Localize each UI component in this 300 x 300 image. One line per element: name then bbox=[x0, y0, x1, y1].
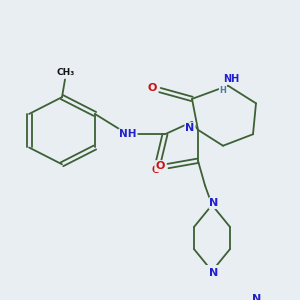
Text: N: N bbox=[252, 294, 262, 300]
Text: NH: NH bbox=[223, 74, 239, 84]
Text: O: O bbox=[147, 83, 157, 93]
Text: N: N bbox=[209, 268, 219, 278]
Text: N: N bbox=[209, 198, 219, 208]
Text: O: O bbox=[155, 161, 165, 171]
Text: N: N bbox=[185, 123, 195, 133]
Text: CH₃: CH₃ bbox=[57, 68, 75, 77]
Text: H: H bbox=[220, 85, 226, 94]
Text: O: O bbox=[152, 165, 160, 175]
Text: NH: NH bbox=[119, 129, 137, 139]
